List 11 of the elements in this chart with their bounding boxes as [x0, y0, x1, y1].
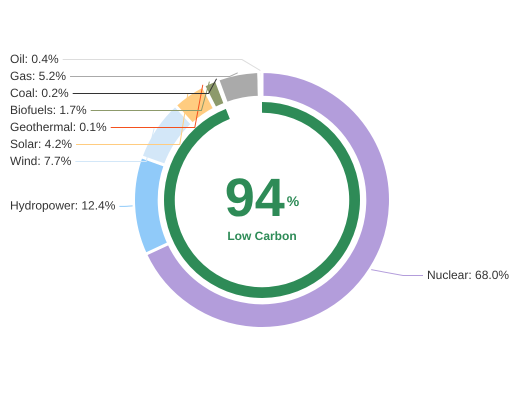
slice-label: Gas: 5.2% [10, 68, 66, 83]
slice-label: Wind: 7.7% [10, 154, 72, 168]
slice-label: Biofuels: 1.7% [10, 102, 88, 117]
slice-label: Nuclear: 68.0% [427, 268, 510, 282]
slice-label: Low Carbon [227, 229, 297, 243]
slice-label: Solar: 4.2% [10, 136, 72, 151]
slice-label: Hydropower: 12.4% [10, 198, 116, 213]
data-label: 94% [224, 168, 300, 228]
slice-label: Geothermal: 0.1% [10, 120, 108, 134]
slice-label: Oil: 0.4% [10, 52, 60, 66]
slice-label: Coal: 0.2% [10, 86, 70, 100]
